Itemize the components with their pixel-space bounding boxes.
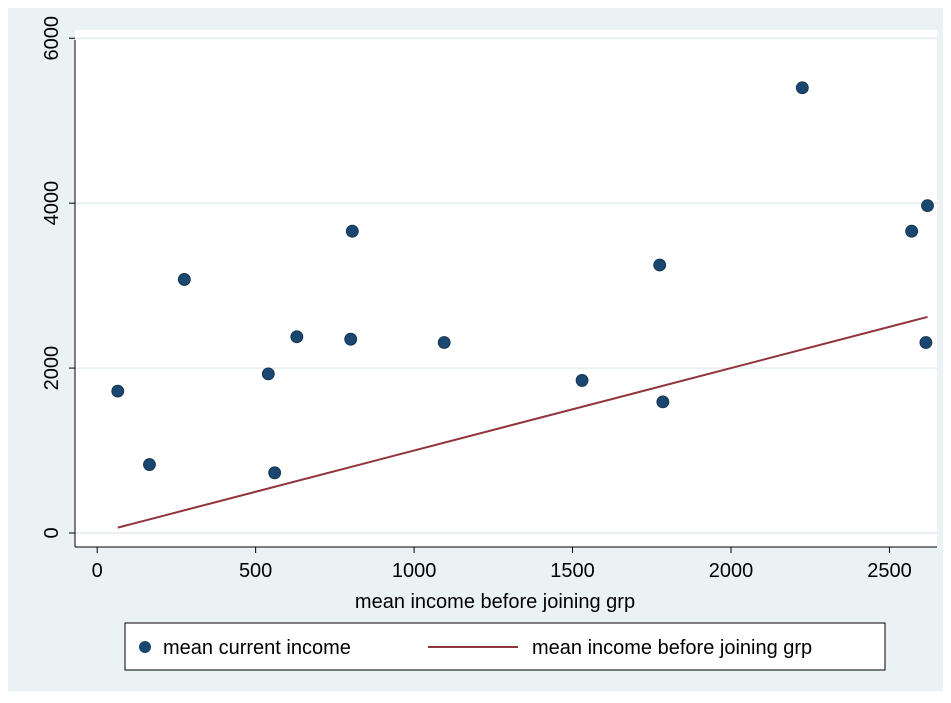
x-tick-label: 500 <box>239 560 272 582</box>
grid-lines <box>75 37 937 534</box>
scatter-point <box>795 81 809 95</box>
fit-line-layer <box>117 315 928 529</box>
x-tick-label: 0 <box>92 560 103 582</box>
legend: mean current income mean income before j… <box>124 622 886 671</box>
scatter-point <box>111 384 125 398</box>
x-tick-label: 1000 <box>392 560 437 582</box>
x-axis-label: mean income before joining grp <box>355 591 635 613</box>
scatter-point <box>919 336 933 349</box>
axes <box>69 37 937 553</box>
scatter-point <box>290 330 304 344</box>
scatter-point <box>177 273 191 286</box>
scatter-point <box>344 332 358 346</box>
y-tick-label: 2000 <box>41 346 63 391</box>
scatter-point <box>261 367 275 381</box>
plot-area <box>75 30 937 547</box>
scatter-point <box>268 466 282 480</box>
tick-labels: 0 2000 4000 6000 0 500 1000 1500 2000 2500 <box>41 16 912 582</box>
scatter-point <box>437 336 451 349</box>
x-tick-label: 1500 <box>550 560 595 582</box>
fit-line <box>117 315 928 529</box>
scatter-points <box>111 81 934 480</box>
y-tick-label: 4000 <box>41 181 63 226</box>
scatter-point <box>575 374 589 387</box>
x-tick-label: 2000 <box>709 560 754 582</box>
scatter-point <box>656 395 670 409</box>
scatter-point <box>905 224 919 238</box>
scatter-point <box>653 258 667 272</box>
x-tick-label: 2500 <box>867 560 912 582</box>
legend-marker-scatter <box>139 641 151 653</box>
scatter-point <box>345 224 359 238</box>
y-tick-label: 0 <box>41 527 63 538</box>
y-tick-label: 6000 <box>41 16 63 61</box>
legend-label-line: mean income before joining grp <box>532 637 812 659</box>
scatter-point <box>921 199 934 213</box>
scatter-point <box>143 458 156 471</box>
legend-label-scatter: mean current income <box>163 637 351 659</box>
